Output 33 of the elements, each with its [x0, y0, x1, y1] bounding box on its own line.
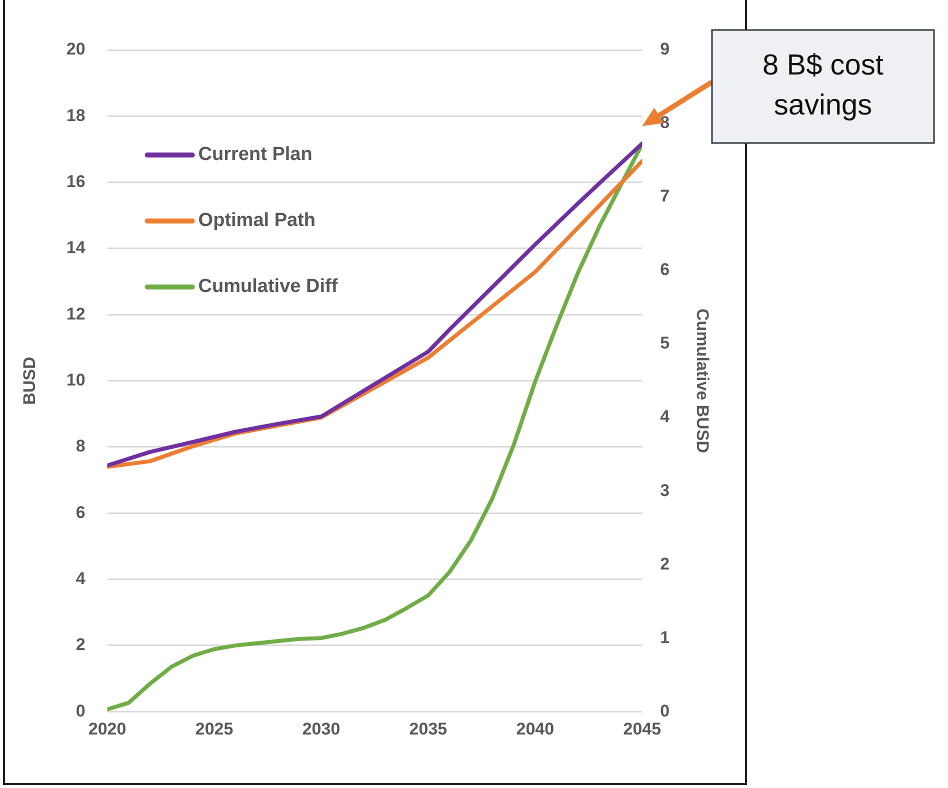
y-tick-label: 8 — [76, 436, 86, 456]
y-tick-label: 16 — [66, 172, 86, 192]
y-tick-label: 0 — [76, 701, 86, 720]
y-tick-label: 18 — [66, 106, 86, 125]
x-tick-label: 2030 — [302, 719, 340, 738]
y2-tick-label: 3 — [660, 480, 670, 500]
y2-tick-label: 1 — [660, 628, 670, 647]
y-tick-label: 12 — [66, 304, 86, 324]
y-tick-label: 20 — [66, 40, 86, 59]
y2-tick-label: 9 — [660, 40, 670, 59]
text: 8 B$ cost savings — [762, 50, 884, 122]
y2-tick-label: 7 — [660, 186, 670, 206]
x-tick-label: 2040 — [516, 719, 554, 738]
y2-tick-label: 4 — [660, 407, 670, 426]
legend-label: Cumulative Diff — [198, 276, 338, 298]
y-tick-label: 4 — [76, 568, 86, 588]
y2-tick-label: 6 — [660, 260, 670, 280]
y-tick-label: 10 — [66, 370, 86, 390]
y2-tick-label: 5 — [660, 334, 670, 353]
y-tick-label: 14 — [66, 238, 86, 258]
x-tick-label: 2045 — [623, 719, 662, 738]
y-tick-label: 2 — [76, 635, 86, 654]
y2-tick-label: 2 — [660, 554, 670, 574]
y2-axis-title: Cumulative BUSD — [693, 308, 712, 454]
y2-tick-label: 8 — [660, 113, 670, 132]
x-tick-label: 2025 — [195, 719, 234, 738]
legend-label: Optimal Path — [198, 210, 316, 232]
y2-tick-label: 0 — [660, 701, 670, 720]
x-tick-label: 2020 — [88, 719, 126, 738]
y-tick-label: 6 — [76, 502, 86, 522]
x-tick-label: 2035 — [409, 719, 448, 738]
legend-label: Current Plan — [198, 144, 312, 166]
y-axis-title: BUSD — [20, 356, 39, 405]
